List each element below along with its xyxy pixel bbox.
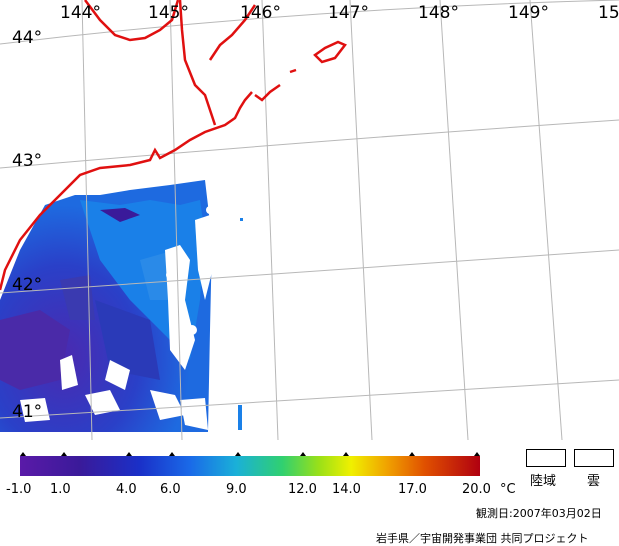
colorbar-label: 14.0 — [332, 482, 361, 497]
colorbar-tick — [169, 452, 175, 456]
project-credit: 岩手県／宇宙開発事業団 共同プロジェクト — [376, 532, 589, 545]
colorbar-label: 9.0 — [226, 482, 247, 497]
longitude-label-147: 147° — [328, 3, 369, 23]
land-legend-label: 陸域 — [530, 474, 557, 489]
coastline — [0, 0, 347, 291]
colorbar-label: 12.0 — [288, 482, 317, 497]
colorbar-tick — [126, 452, 132, 456]
colorbar-label-max: 20.0 — [462, 482, 491, 497]
longitude-label-149: 149° — [508, 3, 549, 23]
colorbar-tick — [300, 452, 306, 456]
longitude-label-144: 144° — [60, 3, 101, 23]
sea-surface-temperature-map: 144° 145° 146° 147° 148° 149° 15 44° 43°… — [0, 0, 619, 441]
cloud-legend-swatch — [574, 449, 614, 467]
colorbar-tick — [61, 452, 67, 456]
colorbar-label-min: -1.0 — [6, 482, 32, 497]
colorbar-label: 1.0 — [50, 482, 71, 497]
colorbar-unit: °C — [500, 482, 516, 497]
sst-scatter — [238, 218, 243, 430]
colorbar-tick — [235, 452, 241, 456]
observation-date: 観測日:2007年03月02日 — [476, 507, 602, 520]
latitude-label-44: 44° — [12, 28, 43, 48]
longitude-label-145: 145° — [148, 3, 189, 23]
colorbar-tick — [474, 452, 480, 456]
graticule — [0, 0, 619, 441]
colorbar-label: 17.0 — [398, 482, 427, 497]
colorbar-label: 4.0 — [116, 482, 137, 497]
colorbar-label: 6.0 — [160, 482, 181, 497]
longitude-label-146: 146° — [240, 3, 281, 23]
colorbar-tick — [409, 452, 415, 456]
land-legend-swatch — [526, 449, 566, 467]
map-canvas — [0, 0, 619, 441]
colorbar-tick — [343, 452, 349, 456]
temperature-colorbar — [20, 452, 480, 476]
sst-field — [0, 180, 212, 432]
colorbar-tick — [20, 452, 26, 456]
longitude-label-148: 148° — [418, 3, 459, 23]
latitude-label-43: 43° — [12, 151, 43, 171]
latitude-label-42: 42° — [12, 275, 43, 295]
longitude-label-150: 15 — [598, 3, 619, 23]
cloud-legend-label: 雲 — [587, 474, 601, 489]
latitude-label-41: 41° — [12, 402, 43, 422]
